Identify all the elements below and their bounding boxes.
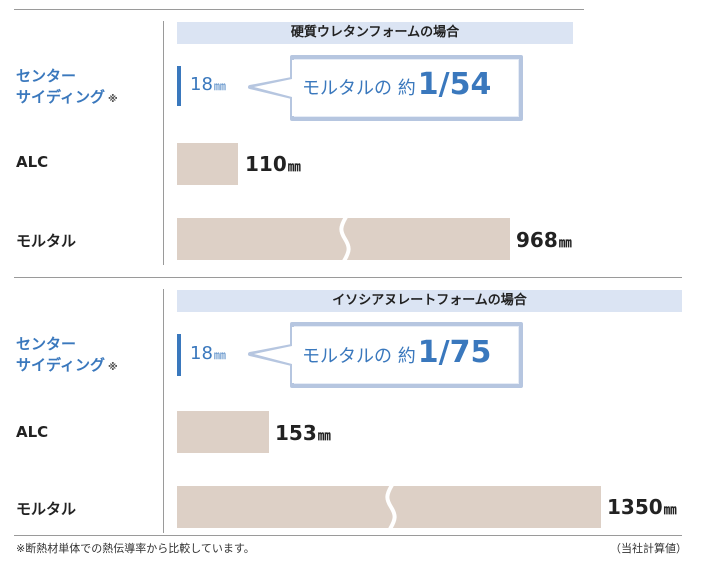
panel1-callout-prefix: モルタルの 約	[302, 78, 416, 99]
source-note: （当社計算値）	[610, 542, 687, 555]
panel1-label-alc: ALC	[16, 153, 49, 171]
panel1-label-mortar: モルタル	[16, 232, 77, 250]
panel1-value-mortar-num: 968	[516, 228, 558, 252]
top-divider	[14, 9, 584, 10]
panel2-value-mortar-unit: ㎜	[663, 503, 677, 518]
panel1-callout-text: モルタルの 約1/54	[302, 67, 491, 102]
panel2-label-line2-wrap: サイディング ※	[16, 355, 118, 378]
panel1-callout-bubble	[248, 55, 523, 121]
panel2-value-alc-unit: ㎜	[317, 429, 331, 444]
panel1-value-alc-unit: ㎜	[287, 160, 301, 175]
panel1-value-center-siding: 18㎜	[190, 74, 226, 95]
panel1-value-alc-num: 110	[245, 152, 287, 176]
panel2-label-alc: ALC	[16, 423, 49, 441]
panel2-callout-bubble	[248, 322, 523, 388]
panel2-value-mortar-num: 1350	[607, 495, 663, 519]
panel1-value-center-siding-num: 18	[190, 74, 213, 95]
panel2-label-note: ※	[107, 362, 118, 373]
panel2-value-center-siding-num: 18	[190, 343, 213, 364]
panel1-label-line2: サイディング	[16, 88, 105, 106]
panel2-value-mortar: 1350㎜	[607, 495, 677, 519]
panel2-bar-center-siding	[177, 334, 181, 376]
panel1-value-mortar: 968㎜	[516, 228, 572, 252]
panel2-title: イソシアヌレートフォームの場合	[177, 290, 682, 312]
panel1-label-line1: センター	[16, 67, 77, 85]
panel2-label-line1: センター	[16, 335, 77, 353]
panel2-value-alc-num: 153	[275, 421, 317, 445]
panel1-label-note: ※	[107, 94, 118, 105]
panel2-label-center-siding: センター サイディング ※	[16, 334, 118, 378]
panel2-value-alc: 153㎜	[275, 421, 331, 445]
panel1-value-alc: 110㎜	[245, 152, 301, 176]
panel2-bar-alc	[177, 411, 269, 453]
panel2-callout-ratio: 1/75	[417, 335, 492, 370]
panel1-axis-line	[163, 21, 164, 265]
panel2-bar-break	[385, 485, 397, 529]
panel2-axis-line	[163, 289, 164, 533]
panel1-callout-ratio: 1/54	[417, 67, 492, 102]
panel1-value-center-siding-unit: ㎜	[213, 79, 226, 93]
panel1-label-line2-wrap: サイディング ※	[16, 87, 118, 110]
panel1-title: 硬質ウレタンフォームの場合	[177, 22, 573, 44]
panel1-bar-alc	[177, 143, 238, 185]
panel1-bar-center-siding	[177, 66, 181, 106]
footnote: ※断熱材単体での熱伝導率から比較しています。	[16, 542, 255, 555]
panel1-bar-break	[339, 217, 351, 261]
panel2-value-center-siding: 18㎜	[190, 343, 226, 364]
panel1-value-mortar-unit: ㎜	[558, 236, 572, 251]
panel2-label-line2: サイディング	[16, 356, 105, 374]
panel2-callout-prefix: モルタルの 約	[302, 346, 416, 367]
panel1-label-center-siding: センター サイディング ※	[16, 66, 118, 110]
panel2-label-mortar: モルタル	[16, 500, 77, 518]
panel2-callout-text: モルタルの 約1/75	[302, 335, 491, 370]
panel2-value-center-siding-unit: ㎜	[213, 348, 226, 362]
middle-divider	[14, 277, 682, 278]
bottom-divider	[14, 535, 682, 536]
